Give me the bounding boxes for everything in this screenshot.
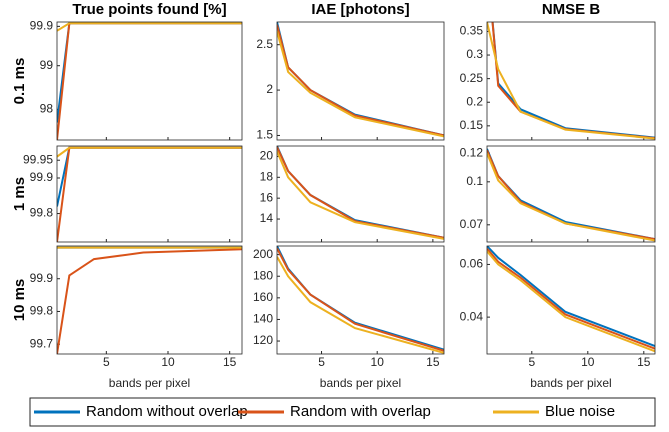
series-line xyxy=(487,247,655,350)
y-tick-label: 1.5 xyxy=(256,128,273,142)
plot-area xyxy=(57,246,242,354)
x-axis-label: bands per pixel xyxy=(109,376,190,390)
axes-box xyxy=(276,145,445,243)
axes-box xyxy=(276,245,445,355)
axes-box xyxy=(56,145,243,243)
plot-area xyxy=(277,146,444,242)
series-line xyxy=(487,246,655,348)
panel-title: True points found [%] xyxy=(72,1,226,18)
x-tick-label: 10 xyxy=(371,355,385,369)
series-line xyxy=(277,146,444,239)
y-tick-label: 0.06 xyxy=(460,257,484,271)
y-tick-label: 2.5 xyxy=(256,37,273,51)
x-tick-label: 5 xyxy=(318,355,325,369)
y-tick-label: 0.2 xyxy=(466,94,483,108)
axes-box xyxy=(56,245,243,355)
y-tick-label: 16 xyxy=(260,190,274,204)
y-tick-label: 200 xyxy=(253,247,273,261)
row-label: 0.1 ms xyxy=(11,58,28,105)
y-tick-label: 0.35 xyxy=(460,24,484,38)
y-tick-label: 99.95 xyxy=(23,152,53,166)
y-tick-label: 0.25 xyxy=(460,71,484,85)
y-tick-label: 99.7 xyxy=(30,336,54,350)
y-tick-label: 0.15 xyxy=(460,118,484,132)
x-tick-label: 15 xyxy=(223,355,237,369)
y-tick-label: 98 xyxy=(40,102,54,116)
row-label: 10 ms xyxy=(11,279,28,322)
y-tick-label: 160 xyxy=(253,290,273,304)
axes-box xyxy=(276,21,445,141)
plot-area xyxy=(487,22,655,140)
series-line xyxy=(277,24,444,137)
y-tick-label: 140 xyxy=(253,312,273,326)
plot-area xyxy=(277,22,444,140)
series-line xyxy=(57,146,242,158)
axes-box xyxy=(486,21,656,141)
panel-title: IAE [photons] xyxy=(311,1,409,18)
y-tick-label: 20 xyxy=(260,149,274,163)
y-tick-label: 99.9 xyxy=(30,170,54,184)
series-line xyxy=(277,247,444,352)
axes-box xyxy=(56,21,243,141)
axes-box xyxy=(486,145,656,243)
series-line xyxy=(277,150,444,240)
panel-title: NMSE B xyxy=(542,1,601,18)
x-tick-label: 10 xyxy=(161,355,175,369)
legend-label: Random without overlap xyxy=(86,403,248,420)
y-tick-label: 18 xyxy=(260,169,274,183)
y-tick-label: 99.8 xyxy=(30,206,54,220)
y-tick-label: 0.07 xyxy=(460,217,484,231)
x-axis-label: bands per pixel xyxy=(320,376,401,390)
legend-label: Random with overlap xyxy=(290,403,431,420)
y-tick-label: 0.3 xyxy=(466,47,483,61)
y-tick-label: 180 xyxy=(253,268,273,282)
x-tick-label: 15 xyxy=(637,355,651,369)
row-label: 1 ms xyxy=(11,177,28,211)
y-tick-label: 120 xyxy=(253,333,273,347)
plot-area xyxy=(57,22,242,140)
x-axis-label: bands per pixel xyxy=(530,376,611,390)
y-tick-label: 99.9 xyxy=(30,271,54,285)
x-tick-label: 10 xyxy=(581,355,595,369)
series-line xyxy=(57,22,242,32)
x-tick-label: 5 xyxy=(103,355,110,369)
plot-area xyxy=(277,246,444,354)
y-tick-label: 99.9 xyxy=(30,19,54,33)
series-line xyxy=(277,30,444,138)
series-line xyxy=(487,22,655,140)
legend-box xyxy=(29,397,656,427)
series-line xyxy=(487,250,655,353)
series-line xyxy=(277,256,444,354)
y-tick-label: 0.12 xyxy=(460,145,484,159)
x-tick-label: 15 xyxy=(426,355,440,369)
y-tick-label: 14 xyxy=(260,211,274,225)
y-tick-label: 0.1 xyxy=(466,174,483,188)
series-line xyxy=(487,152,655,242)
x-tick-label: 5 xyxy=(528,355,535,369)
y-tick-label: 2 xyxy=(266,82,273,96)
legend-label: Blue noise xyxy=(545,403,615,420)
plot-area xyxy=(57,146,242,242)
axes-box xyxy=(486,245,656,355)
y-tick-label: 0.04 xyxy=(460,309,484,323)
plot-area xyxy=(487,246,655,354)
y-tick-label: 99.8 xyxy=(30,304,54,318)
y-tick-label: 99 xyxy=(40,58,54,72)
series-line xyxy=(57,248,242,354)
